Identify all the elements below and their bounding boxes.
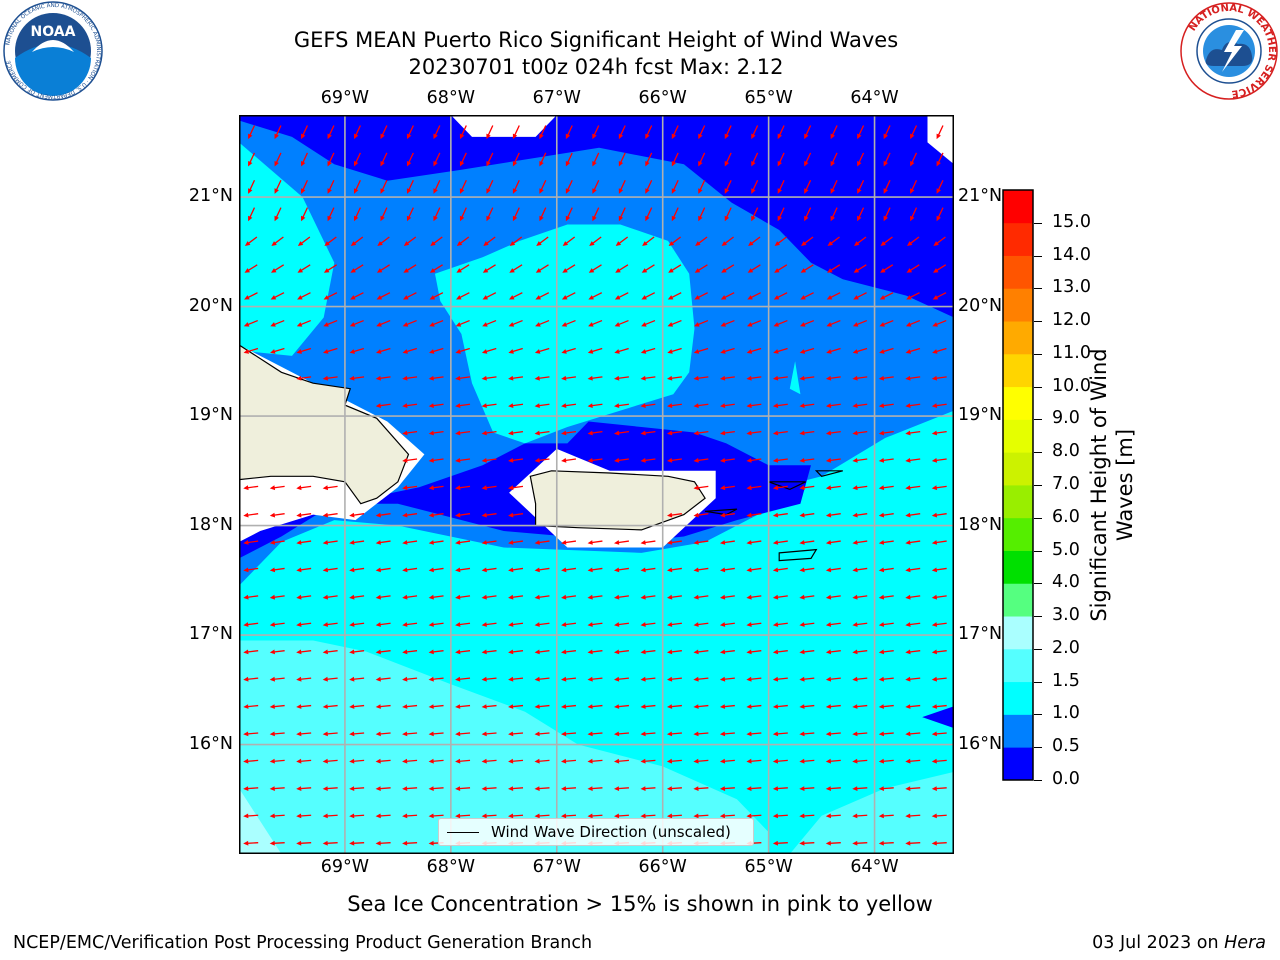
lon-tick-top: 68°W (426, 88, 475, 108)
colorbar-tick-label: 2.0 (1052, 637, 1080, 658)
colorbar-tick-mark (1034, 780, 1042, 781)
colorbar-tick-label: 3.0 (1052, 605, 1080, 626)
lon-tick-bottom: 66°W (638, 857, 687, 877)
colorbar-tick-mark (1034, 255, 1042, 257)
colorbar-tick-label: 11.0 (1052, 342, 1091, 363)
colorbar-tick-mark (1034, 648, 1042, 650)
colorbar-bin (1003, 616, 1033, 650)
footer-date: 03 Jul 2023 on Hera (1092, 933, 1266, 953)
lon-tick-bottom: 67°W (532, 857, 581, 877)
colorbar-frame (1002, 189, 1034, 781)
footer-credit: NCEP/EMC/Verification Post Processing Pr… (13, 933, 593, 953)
colorbar-tick-mark (1034, 747, 1042, 749)
colorbar-bin (1003, 550, 1033, 584)
lon-tick-top: 65°W (744, 88, 793, 108)
colorbar-tick-mark (1034, 386, 1042, 388)
colorbar-tick-mark (1034, 288, 1042, 290)
colorbar-tick-label: 6.0 (1052, 506, 1080, 527)
colorbar-bin (1003, 321, 1033, 355)
colorbar (1002, 189, 1034, 781)
colorbar-bin (1003, 583, 1033, 617)
colorbar-bin (1003, 288, 1033, 322)
colorbar-bin (1003, 222, 1033, 256)
colorbar-bin (1003, 419, 1033, 453)
colorbar-tick-label: 14.0 (1052, 244, 1091, 265)
colorbar-tick-mark (1034, 550, 1042, 552)
colorbar-tick-mark (1034, 681, 1042, 683)
lat-tick-right: 18°N (958, 514, 1003, 535)
colorbar-label-line1: Significant Height of Wind (1087, 348, 1111, 622)
noaa-logo: NOAA NATIONAL OCEANIC AND ATMOSPHERIC AD… (3, 1, 103, 101)
lat-tick-left: 18°N (188, 514, 233, 535)
lat-tick-right: 20°N (958, 295, 1003, 316)
chart-subtitle: 20230701 t00z 024h fcst Max: 2.12 (408, 55, 784, 79)
colorbar-tick-label: 8.0 (1052, 441, 1080, 462)
lon-tick-bottom: 64°W (850, 857, 899, 877)
colorbar-tick-label: 0.5 (1052, 736, 1080, 757)
lat-tick-left: 19°N (188, 405, 233, 426)
colorbar-tick-mark (1034, 714, 1042, 716)
colorbar-bin (1003, 353, 1033, 388)
colorbar-tick-mark (1034, 222, 1042, 224)
colorbar-tick-mark (1034, 452, 1042, 454)
lon-tick-top: 64°W (850, 88, 899, 108)
sea-ice-note: Sea Ice Concentration > 15% is shown in … (347, 892, 933, 916)
colorbar-bin (1003, 517, 1033, 551)
colorbar-tick-mark (1034, 353, 1042, 355)
colorbar-tick-label: 13.0 (1052, 277, 1091, 298)
colorbar-bin (1003, 681, 1033, 715)
colorbar-bin (1003, 386, 1033, 420)
colorbar-bin (1003, 452, 1033, 486)
lon-tick-top: 67°W (532, 88, 581, 108)
lat-tick-left: 20°N (188, 295, 233, 316)
colorbar-bin (1003, 485, 1033, 519)
footer-date-text: 03 Jul 2023 on (1092, 933, 1225, 953)
colorbar-bin (1003, 255, 1033, 289)
colorbar-tick-label: 9.0 (1052, 408, 1080, 429)
lon-tick-bottom: 68°W (426, 857, 475, 877)
lon-tick-bottom: 69°W (320, 857, 370, 877)
legend-label: Wind Wave Direction (unscaled) (491, 823, 731, 841)
colorbar-tick-mark (1034, 517, 1042, 519)
nws-logo: NATIONAL WEATHER SERVICE (1180, 2, 1278, 100)
colorbar-tick-label: 1.0 (1052, 703, 1080, 724)
colorbar-tick-label: 10.0 (1052, 375, 1091, 396)
lat-tick-left: 17°N (188, 624, 233, 645)
colorbar-bin (1003, 714, 1033, 748)
colorbar-tick-mark (1034, 321, 1042, 323)
colorbar-tick-label: 12.0 (1052, 310, 1091, 331)
colorbar-tick-label: 15.0 (1052, 211, 1091, 232)
colorbar-tick-label: 1.5 (1052, 670, 1080, 691)
colorbar-bin (1003, 648, 1033, 683)
lon-tick-top: 69°W (320, 88, 370, 108)
lat-tick-right: 16°N (958, 733, 1003, 754)
colorbar-tick-label: 4.0 (1052, 572, 1080, 593)
wave-height-map (239, 115, 954, 854)
colorbar-label: Significant Height of Wind Waves [m] (1086, 275, 1146, 695)
colorbar-tick-label: 0.0 (1052, 769, 1080, 789)
lat-tick-right: 17°N (958, 624, 1003, 645)
colorbar-tick-mark (1034, 583, 1042, 585)
lat-tick-left: 21°N (188, 186, 233, 207)
colorbar-label-line2: Waves [m] (1113, 428, 1137, 542)
lon-tick-top: 66°W (638, 88, 687, 108)
colorbar-bin (1003, 747, 1033, 781)
colorbar-tick-label: 7.0 (1052, 474, 1080, 494)
map-legend: Wind Wave Direction (unscaled) (438, 818, 754, 846)
chart-title: GEFS MEAN Puerto Rico Significant Height… (293, 28, 899, 52)
legend-line-icon (447, 831, 479, 833)
noaa-logo-text: NOAA (31, 24, 76, 40)
colorbar-tick-label: 5.0 (1052, 539, 1080, 560)
footer-machine: Hera (1224, 933, 1266, 953)
colorbar-bin (1003, 190, 1033, 224)
colorbar-tick-mark (1034, 419, 1042, 421)
lon-tick-bottom: 65°W (744, 857, 793, 877)
colorbar-tick-mark (1034, 485, 1042, 486)
colorbar-tick-mark (1034, 616, 1042, 618)
lat-tick-left: 16°N (188, 733, 233, 754)
lat-tick-right: 21°N (958, 186, 1003, 207)
lat-tick-right: 19°N (958, 405, 1003, 426)
